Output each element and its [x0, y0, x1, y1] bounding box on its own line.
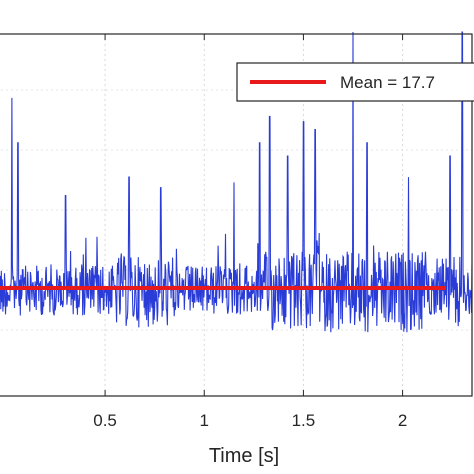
- signal-line: [0, 31, 473, 333]
- signal-series: [0, 31, 473, 333]
- axes: [0, 33, 473, 397]
- legend: Mean = 17.7: [236, 62, 474, 102]
- x-tick-label-3: 2: [398, 411, 407, 430]
- x-tick-label-0: 0.5: [93, 411, 117, 430]
- legend-label-mean: Mean = 17.7: [340, 73, 435, 92]
- plot-frame: [0, 33, 473, 397]
- x-ticks: 0.5 1 1.5 2: [93, 34, 407, 430]
- x-tick-label-1: 1: [200, 411, 209, 430]
- x-axis-title: Time [s]: [209, 445, 279, 467]
- x-tick-label-2: 1.5: [292, 411, 316, 430]
